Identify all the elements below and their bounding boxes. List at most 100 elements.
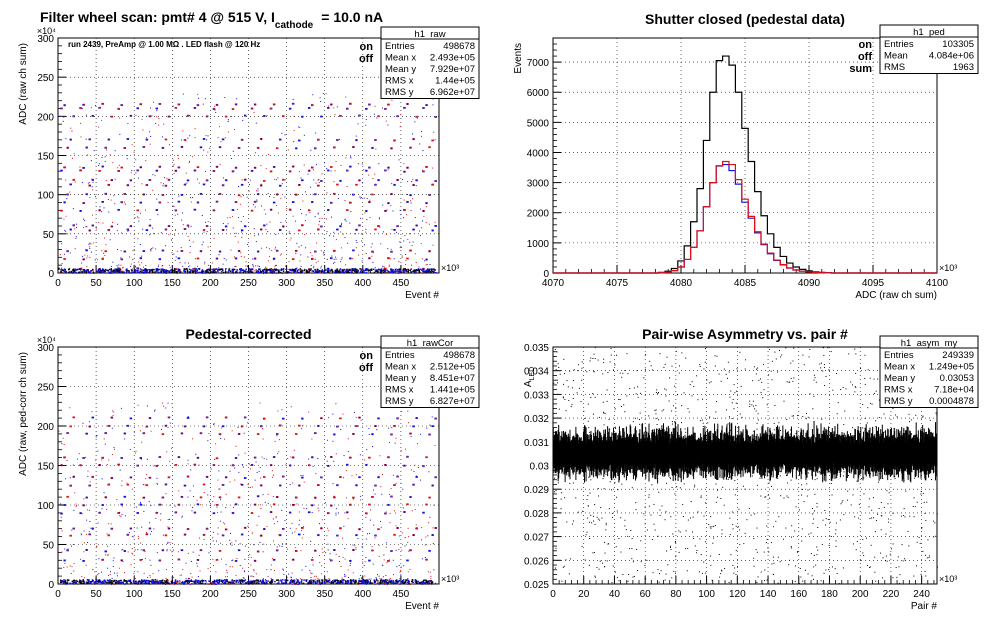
data-point xyxy=(325,502,327,504)
data-point xyxy=(360,495,362,497)
data-point xyxy=(348,269,350,272)
data-point xyxy=(415,527,418,530)
data-point xyxy=(151,582,154,585)
data-point xyxy=(412,534,415,536)
data-point xyxy=(426,582,429,585)
data-point xyxy=(75,226,77,228)
data-point xyxy=(328,235,330,237)
data-point xyxy=(224,225,228,228)
data-point xyxy=(264,583,266,585)
data-point xyxy=(187,235,189,237)
data-point xyxy=(89,521,91,523)
data-point xyxy=(232,150,234,152)
data-point xyxy=(393,580,395,582)
stats-label: RMS y xyxy=(385,396,414,407)
data-point xyxy=(364,581,367,583)
data-point xyxy=(277,212,279,214)
data-point xyxy=(714,417,716,419)
data-point xyxy=(302,270,304,272)
data-point xyxy=(224,582,227,584)
data-point xyxy=(425,165,428,168)
data-point xyxy=(377,476,380,479)
data-point xyxy=(334,256,336,258)
data-point xyxy=(379,455,381,457)
data-point xyxy=(260,165,262,167)
data-point xyxy=(145,478,147,480)
data-point xyxy=(379,268,381,271)
data-point xyxy=(320,272,322,274)
data-point xyxy=(253,228,255,230)
data-point xyxy=(428,270,431,273)
data-point xyxy=(139,268,142,270)
data-point xyxy=(263,528,266,530)
data-point xyxy=(111,179,113,181)
data-point xyxy=(184,425,186,428)
data-point xyxy=(92,268,94,271)
stats-label: RMS xyxy=(884,62,905,73)
data-point xyxy=(352,580,355,582)
data-point xyxy=(120,250,122,252)
data-point xyxy=(102,504,104,506)
histogram-sum xyxy=(553,55,937,274)
data-point xyxy=(358,254,360,256)
data-point xyxy=(415,580,418,582)
data-point xyxy=(294,547,296,549)
data-point xyxy=(188,226,190,228)
data-point xyxy=(412,179,414,181)
data-point xyxy=(165,228,167,231)
y-tick-label: 4000 xyxy=(527,148,550,159)
data-point xyxy=(374,183,377,186)
x-tick-label: 20 xyxy=(578,589,590,600)
data-point xyxy=(250,575,252,577)
data-point xyxy=(277,270,280,273)
data-point xyxy=(401,579,404,582)
data-point xyxy=(330,582,332,584)
data-point xyxy=(60,169,63,172)
data-point xyxy=(108,211,110,213)
data-point xyxy=(402,179,404,181)
data-point xyxy=(124,250,126,253)
data-point xyxy=(327,579,330,582)
data-point xyxy=(108,554,110,556)
data-point xyxy=(328,269,330,272)
data-point xyxy=(131,488,133,490)
data-point xyxy=(404,537,406,539)
x-tick-label: 4090 xyxy=(798,278,821,289)
data-point xyxy=(64,548,66,550)
legend-on: on xyxy=(360,350,374,362)
data-point xyxy=(239,579,242,582)
data-point xyxy=(345,575,347,577)
data-point xyxy=(195,579,197,581)
data-point xyxy=(355,247,357,249)
data-point xyxy=(78,453,80,455)
data-point xyxy=(116,230,118,232)
data-point xyxy=(82,559,85,562)
data-point xyxy=(330,170,332,172)
data-point xyxy=(267,193,269,195)
data-point xyxy=(101,258,104,260)
data-point xyxy=(357,583,359,585)
data-point xyxy=(60,271,62,273)
data-point xyxy=(295,582,298,584)
data-point xyxy=(168,115,170,118)
data-point xyxy=(295,249,298,252)
data-point xyxy=(111,577,113,579)
data-point xyxy=(134,217,136,219)
data-point xyxy=(130,114,132,117)
data-point xyxy=(189,135,191,137)
data-point xyxy=(866,451,868,453)
data-point xyxy=(80,267,82,269)
data-point xyxy=(159,456,161,458)
data-point xyxy=(360,271,363,274)
data-point xyxy=(73,581,75,584)
data-point xyxy=(156,107,158,110)
data-point xyxy=(254,559,256,562)
data-point xyxy=(160,269,162,271)
data-point xyxy=(422,107,425,109)
x-tick-label: 100 xyxy=(126,278,143,289)
data-point xyxy=(403,565,405,567)
data-point xyxy=(407,238,409,240)
data-point xyxy=(259,268,261,270)
data-point xyxy=(299,578,301,580)
data-point xyxy=(325,579,327,581)
